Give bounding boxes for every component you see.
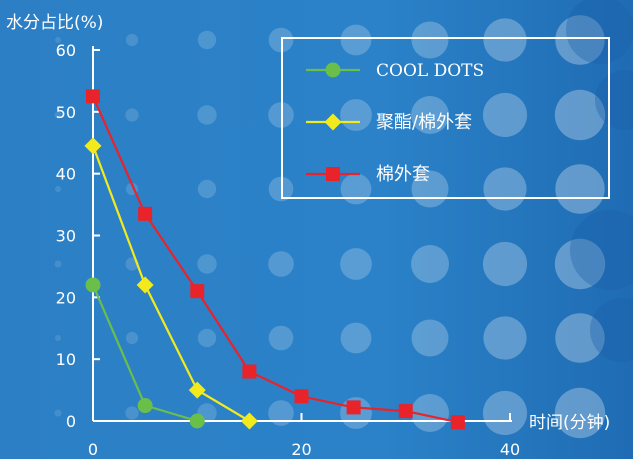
background-dot <box>554 89 606 141</box>
data-point <box>188 381 206 399</box>
background-dot <box>55 186 61 192</box>
background-dot <box>197 105 217 125</box>
background-dot <box>482 241 528 287</box>
data-point <box>138 206 153 221</box>
data-point <box>294 389 309 404</box>
background-dot <box>55 37 61 43</box>
y-tick-label: 50 <box>56 103 76 122</box>
x-tick-label: 40 <box>500 440 520 459</box>
x-axis-title: 时间(分钟) <box>529 413 610 433</box>
data-point <box>346 400 361 415</box>
legend-marker <box>324 113 342 131</box>
axes <box>92 46 512 422</box>
data-point <box>137 398 153 414</box>
y-tick-label: 20 <box>56 288 76 307</box>
y-tick-label: 60 <box>56 41 76 60</box>
background-dot <box>483 167 527 211</box>
background-dot <box>340 248 372 280</box>
y-tick-label: 0 <box>66 412 76 431</box>
legend-label: 棉外套 <box>376 164 430 185</box>
data-point <box>240 412 258 430</box>
background-dot <box>411 394 449 432</box>
background-dot <box>268 325 294 351</box>
legend-box <box>281 37 610 199</box>
background-dot <box>340 24 372 56</box>
x-tick-label: 20 <box>291 440 311 459</box>
data-point <box>190 284 205 299</box>
y-tick-label: 10 <box>56 350 76 369</box>
background-dot <box>197 328 217 348</box>
series-group <box>84 137 258 430</box>
background-dot <box>125 33 139 47</box>
background-dot <box>411 21 449 59</box>
background-dot <box>197 179 217 199</box>
background-dot <box>483 316 527 360</box>
background-dot <box>197 254 217 274</box>
background-dot <box>554 238 606 290</box>
data-point <box>85 277 101 293</box>
data-point <box>450 415 465 430</box>
background-dot <box>411 319 449 357</box>
background-dot <box>54 111 62 119</box>
background-dot <box>411 96 449 134</box>
series-line <box>91 145 250 422</box>
data-point <box>136 276 154 294</box>
background-dot <box>555 164 605 214</box>
background-dot <box>482 390 528 436</box>
data-point <box>189 413 205 429</box>
background-dot <box>340 322 372 354</box>
background-dot <box>125 406 139 420</box>
background-dot <box>555 313 605 363</box>
background-dot <box>54 409 62 417</box>
background-dot <box>595 70 633 130</box>
background-dot <box>566 0 633 64</box>
legend-label: COOL DOTS <box>376 61 484 81</box>
series-layer <box>84 89 465 430</box>
data-point <box>86 89 100 104</box>
background-dot <box>54 260 62 268</box>
background-dot <box>55 335 61 341</box>
y-tick-label: 30 <box>56 227 76 246</box>
background-dot <box>482 92 528 138</box>
ticks: 0 10 20 30 40 50 60 0 20 40 <box>56 41 521 459</box>
background-dot <box>125 331 139 345</box>
background-dot <box>268 400 294 426</box>
background-dot <box>483 18 527 62</box>
background-dot <box>555 15 605 65</box>
background-dot <box>590 298 633 362</box>
series-group <box>86 89 465 430</box>
background-dot <box>197 30 217 50</box>
legend-label: 聚酯/棉外套 <box>376 112 472 133</box>
background-dot <box>125 108 139 122</box>
background-dot <box>411 245 449 283</box>
background-dot <box>554 387 606 439</box>
series-group <box>85 277 205 429</box>
background-dot <box>340 173 372 205</box>
data-point <box>398 404 413 419</box>
data-point <box>84 137 102 155</box>
legend-marker <box>325 62 341 78</box>
data-point <box>242 364 257 379</box>
y-axis-title: 水分占比(%) <box>6 13 103 33</box>
series-line <box>91 95 459 424</box>
background-dot <box>268 251 294 277</box>
legend-marker <box>326 167 340 181</box>
x-tick-label: 0 <box>88 440 98 459</box>
y-tick-label: 40 <box>56 165 76 184</box>
background-dot <box>570 210 633 290</box>
